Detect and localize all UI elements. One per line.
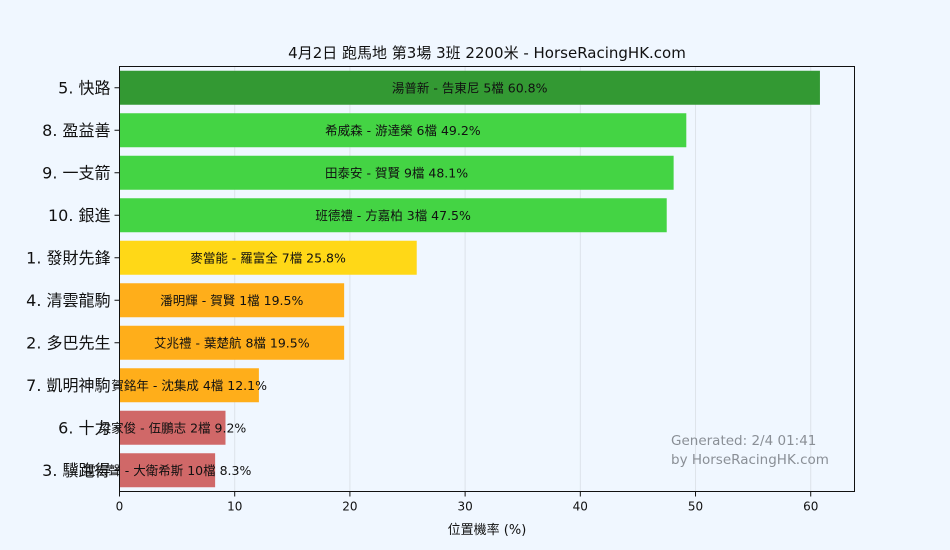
bar-label-5: 麥當能 - 羅富全 7檔 25.8%	[190, 250, 346, 265]
category-label-2: 8. 盈益善	[42, 121, 110, 140]
bar-5	[119, 240, 417, 275]
chart-title: 4月2日 跑馬地 第3場 3班 2200米 - HorseRacingHK.co…	[288, 44, 686, 62]
category-label-1: 5. 快路	[58, 78, 110, 97]
bar-label-10: 霍宏聲 - 大衛希斯 10檔 8.3%	[83, 463, 251, 478]
category-label-7: 2. 多巴先生	[26, 333, 110, 352]
bar-label-7: 艾兆禮 - 葉楚航 8檔 19.5%	[154, 335, 310, 350]
bar-label-8: 賀銘年 - 沈集成 4檔 12.1%	[111, 378, 267, 393]
watermark-line-2: by HorseRacingHK.com	[671, 452, 829, 468]
bar-labels: 湯普新 - 告東尼 5檔 60.8% 希威森 - 游達榮 6檔 49.2% 田泰安 …	[83, 80, 547, 478]
bar-9	[119, 410, 226, 445]
x-tick-label-20: 20	[342, 500, 357, 514]
bar-4	[119, 198, 667, 233]
bar-series	[119, 70, 820, 488]
x-tick-label-0: 0	[116, 500, 124, 514]
category-label-5: 1. 發財先鋒	[26, 248, 110, 267]
category-labels: 5. 快路 8. 盈益善 9. 一支箭 10. 銀進 1. 發財先鋒 4. 清雲龍駒 2. …	[26, 78, 120, 480]
x-tick-label-40: 40	[573, 500, 588, 514]
bar-3	[119, 155, 674, 190]
bar-label-1: 湯普新 - 告東尼 5檔 60.8%	[392, 80, 548, 95]
bar-label-3: 田泰安 - 賀賢 9檔 48.1%	[325, 165, 468, 180]
category-label-8: 7. 凱明神駒	[26, 376, 110, 395]
x-tick-label-10: 10	[227, 500, 242, 514]
watermark-line-1: Generated: 2/4 01:41	[671, 433, 816, 449]
category-label-6: 4. 清雲龍駒	[26, 291, 110, 310]
category-label-3: 9. 一支箭	[42, 163, 110, 182]
x-tick-label-30: 30	[457, 500, 472, 514]
bar-label-9: 梁家俊 - 伍鵬志 2檔 9.2%	[99, 420, 247, 435]
category-label-10: 3. 驥跑得	[42, 461, 110, 480]
bar-1	[119, 70, 820, 105]
bar-label-6: 潘明輝 - 賀賢 1檔 19.5%	[160, 293, 303, 308]
plot-frame	[119, 66, 855, 492]
bar-10	[119, 453, 216, 488]
bar-7	[119, 325, 345, 360]
category-label-9: 6. 十力	[58, 418, 110, 437]
x-tick-label-50: 50	[688, 500, 703, 514]
x-tick-label-60: 60	[803, 500, 818, 514]
category-label-4: 10. 銀進	[48, 206, 111, 225]
bar-label-2: 希威森 - 游達榮 6檔 49.2%	[325, 123, 481, 138]
bar-2	[119, 113, 687, 148]
bar-label-4: 班德禮 - 方嘉柏 3檔 47.5%	[315, 208, 471, 223]
x-axis-ticks: 0 10 20 30 40 50 60	[116, 491, 818, 514]
bar-6	[119, 283, 345, 318]
bar-8	[119, 368, 259, 403]
x-axis-label: 位置機率 (%)	[448, 522, 527, 538]
